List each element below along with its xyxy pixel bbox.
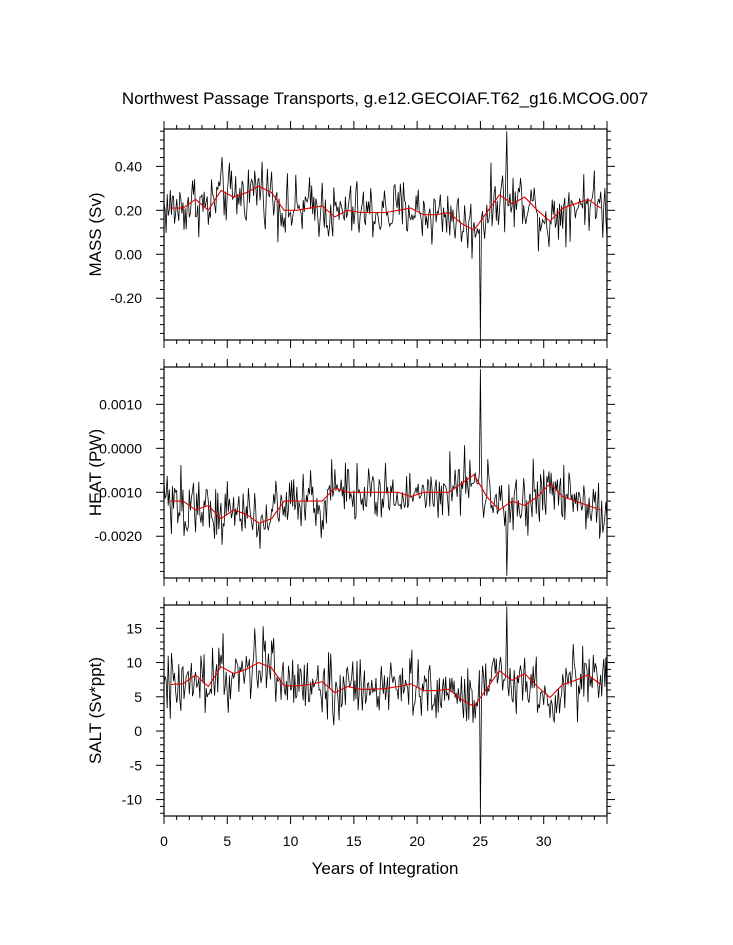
y-tick-label: -0.20 <box>110 290 142 306</box>
y-tick-label: -0.0010 <box>95 484 143 500</box>
panel-3: 0 5 10 15 20 25 30 -10 -5 0 5 10 15 SALT (Sv*ppt) <box>86 597 615 849</box>
x-tick-label: 30 <box>536 833 552 849</box>
y-tick-label: 0 <box>134 723 142 739</box>
plot-frame <box>163 366 608 579</box>
x-tick-label: 15 <box>346 833 362 849</box>
annual-mean-line <box>170 185 602 231</box>
y-tick-label: 0.00 <box>115 246 142 262</box>
chart-title: Northwest Passage Transports, g.e12.GECO… <box>122 89 648 108</box>
x-tick-label: 25 <box>473 833 489 849</box>
y-tick-label: 5 <box>134 689 142 705</box>
y-tick-label: -5 <box>130 757 143 773</box>
y-tick-label: 10 <box>126 655 142 671</box>
y-axis-label: MASS (Sv) <box>86 192 105 276</box>
y-tick-label: 15 <box>126 620 142 636</box>
x-tick-label: 0 <box>160 833 168 849</box>
y-tick-label: 0.40 <box>115 158 142 174</box>
y-tick-label: 0.0000 <box>99 440 142 456</box>
monthly-line <box>164 131 607 340</box>
x-tick-label: 5 <box>223 833 231 849</box>
plot-frame <box>163 128 608 341</box>
y-tick-label: 0.0010 <box>99 396 142 412</box>
y-axis-label: SALT (Sv*ppt) <box>86 657 105 764</box>
x-tick-label: 10 <box>283 833 299 849</box>
y-axis-label: HEAT (PW) <box>86 429 105 516</box>
annual-mean-line <box>170 473 601 524</box>
y-tick-label: -10 <box>122 792 142 808</box>
panels: -0.20 0.00 0.20 0.40 MASS (Sv) -0.0020 -0.0010… <box>86 121 615 849</box>
annual-mean-line <box>170 661 602 708</box>
y-tick-label: -0.0020 <box>95 528 143 544</box>
y-tick-label: 0.20 <box>115 202 142 218</box>
monthly-line <box>164 606 607 816</box>
panel-1: -0.20 0.00 0.20 0.40 MASS (Sv) <box>86 121 615 348</box>
monthly-line <box>164 369 607 576</box>
x-axis-label: Years of Integration <box>312 859 459 878</box>
panel-2: -0.0020 -0.0010 0.0000 0.0010 HEAT (PW) <box>86 359 615 586</box>
x-tick-label: 20 <box>409 833 425 849</box>
plot-frame <box>163 604 608 817</box>
